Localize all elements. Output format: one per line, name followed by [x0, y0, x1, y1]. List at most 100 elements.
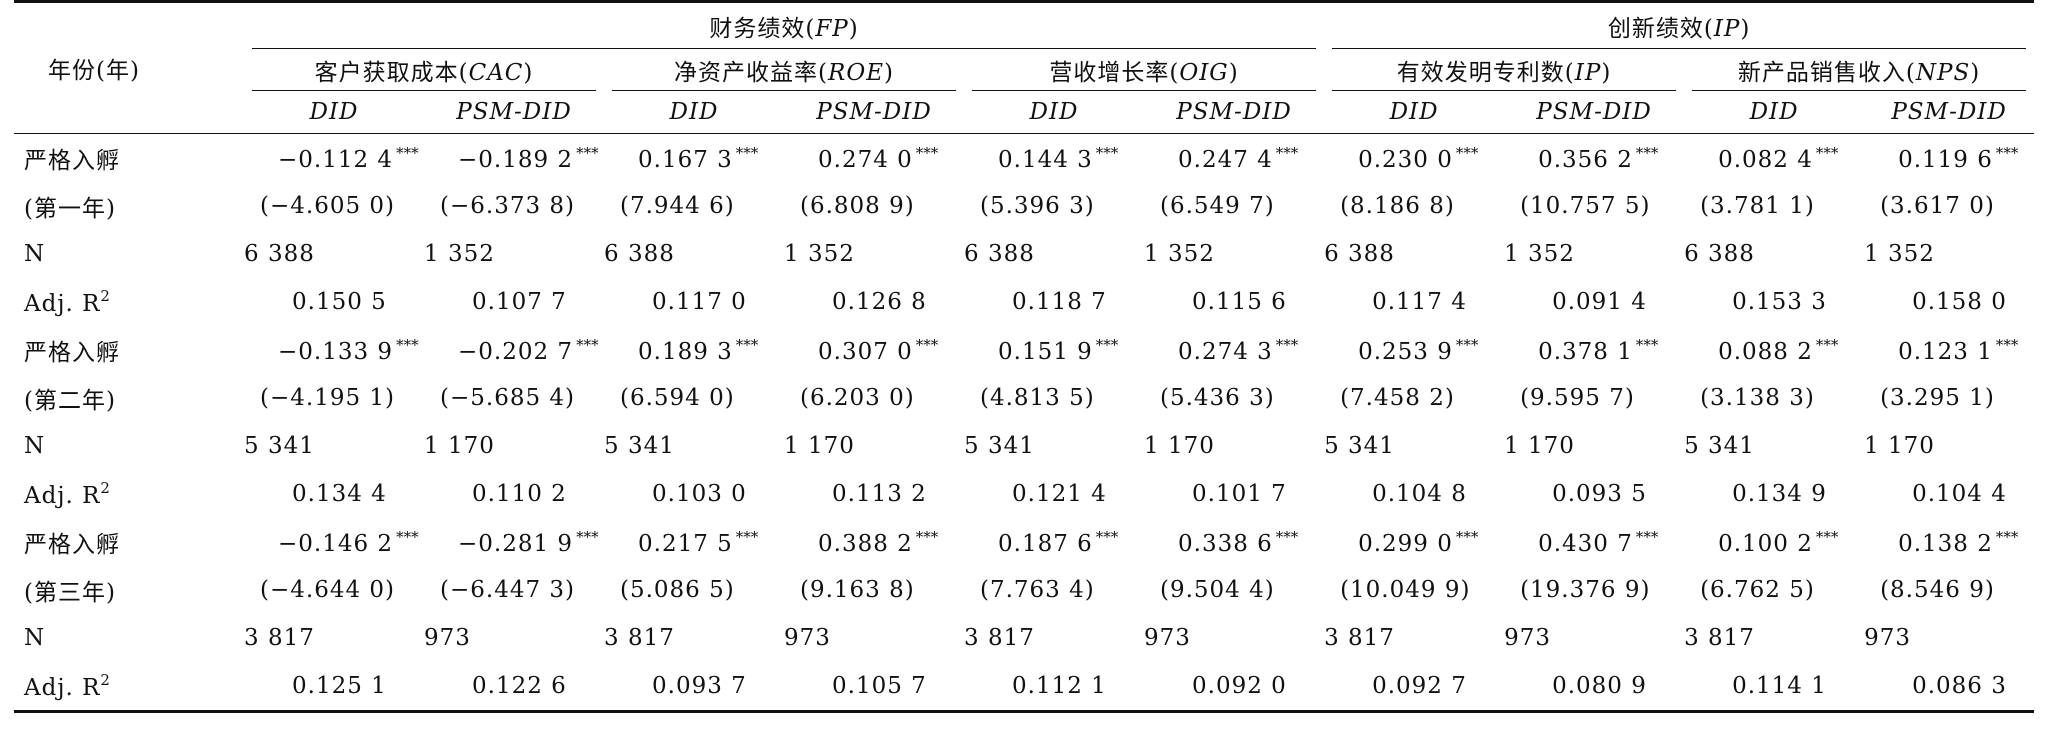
coef-cell: 0.082 4 *** — [1684, 134, 1864, 183]
adj-r2-cell: 0.092 7 — [1372, 673, 1467, 699]
coef-value: 0.138 2 — [1898, 530, 1993, 557]
tstat-cell: (5.086 5) — [620, 577, 735, 603]
adj-r2-cell: 0.134 4 — [292, 481, 387, 507]
adj-r2-text: Adj. R — [24, 675, 101, 701]
coef-value: 0.378 1 — [1538, 338, 1633, 365]
tstat-cell: (−6.447 3) — [440, 577, 576, 603]
year-header: 年份(年) — [14, 1, 244, 134]
coef-row: 严格入孵 −0.112 4 *** −0.189 2 *** 0.167 3 *** 0.27… — [14, 134, 2034, 183]
adj-r2-cell: 0.110 2 — [472, 481, 567, 507]
coef-value: 0.274 0 — [818, 146, 913, 173]
method-header: PSM-DID — [1891, 99, 2007, 125]
row-label: 严格入孵 — [24, 532, 120, 558]
adj-r2-cell: 0.086 3 — [1912, 673, 2007, 699]
tstat-cell: (3.617 0) — [1880, 193, 1995, 219]
coef-value: 0.151 9 — [998, 338, 1093, 365]
tstat-cell: (3.781 1) — [1700, 193, 1815, 219]
tstat-cell: (6.808 9) — [800, 193, 915, 219]
coef-cell: −0.112 4 *** — [244, 134, 424, 183]
coef-cell: 0.119 6 *** — [1864, 134, 2034, 183]
tstat-cell: (9.504 4) — [1160, 577, 1275, 603]
tstat-cell: (8.186 8) — [1340, 193, 1455, 219]
group-ip-label: 创新绩效 — [1607, 16, 1704, 42]
n-row: N 6 388 1 352 6 388 1 352 6 388 1 352 6 388 1 35… — [14, 230, 2034, 278]
tstat-row: (第二年) (−4.195 1) (−5.685 4) (6.594 0) (6.203… — [14, 374, 2034, 422]
adj-r2-cell: 0.107 7 — [472, 289, 567, 315]
significance-stars: *** — [915, 335, 939, 354]
tstat-row: (第一年) (−4.605 0) (−6.373 8) (7.944 6) (6.808… — [14, 182, 2034, 230]
adj-r2-cell: 0.115 6 — [1192, 289, 1287, 315]
adj-r2-label: Adj. R2 — [14, 662, 244, 712]
adj-r2-cell: 0.150 5 — [292, 289, 387, 315]
coef-value: 0.167 3 — [638, 146, 733, 173]
coef-value: 0.189 3 — [638, 338, 733, 365]
coef-value: 0.230 0 — [1358, 146, 1453, 173]
adj-r2-row: Adj. R2 0.150 5 0.107 7 0.117 0 0.126 8 0.118… — [14, 278, 2034, 326]
metric-ip-label: 有效发明专利数 — [1396, 60, 1565, 86]
coef-row: 严格入孵 −0.133 9 *** −0.202 7 *** 0.189 3 *** 0.30… — [14, 326, 2034, 374]
tstat-cell: (5.436 3) — [1160, 385, 1275, 411]
metric-header-nps: 新产品销售收入(NPS) — [1684, 49, 2034, 91]
tstat-cell: (6.203 0) — [800, 385, 915, 411]
adj-r2-superscript: 2 — [100, 671, 111, 689]
significance-stars: *** — [1635, 527, 1659, 546]
coef-value: 0.299 0 — [1358, 530, 1453, 557]
significance-stars: *** — [1095, 335, 1119, 354]
coef-cell: 0.151 9 *** — [964, 326, 1144, 374]
coef-value: 0.274 3 — [1178, 338, 1273, 365]
significance-stars: *** — [735, 143, 759, 162]
coef-cell: 0.187 6 *** — [964, 518, 1144, 566]
n-cell: 973 — [424, 625, 471, 651]
n-cell: 5 341 — [604, 433, 675, 459]
coef-cell: 0.338 6 *** — [1144, 518, 1324, 566]
did-results-table: 年份(年) 财务绩效(FP) 创新绩效(IP) 客户获取成本(CAC) 净资产收… — [14, 0, 2035, 713]
table-body: 严格入孵 −0.112 4 *** −0.189 2 *** 0.167 3 *** 0.27… — [14, 134, 2035, 712]
adj-r2-cell: 0.093 7 — [652, 673, 747, 699]
n-cell: 6 388 — [964, 241, 1035, 267]
n-cell: 973 — [1144, 625, 1191, 651]
coef-value: 0.144 3 — [998, 146, 1093, 173]
n-cell: 3 817 — [244, 625, 315, 651]
metric-oig-abbr: OIG — [1179, 60, 1229, 86]
adj-r2-cell: 0.091 4 — [1552, 289, 1647, 315]
coef-cell: 0.123 1 *** — [1864, 326, 2034, 374]
n-row: N 3 817 973 3 817 973 3 817 973 3 817 973 3 817 97… — [14, 614, 2034, 662]
n-cell: 1 170 — [784, 433, 855, 459]
n-cell: 6 388 — [604, 241, 675, 267]
coef-cell: −0.133 9 *** — [244, 326, 424, 374]
coef-value: 0.356 2 — [1538, 146, 1633, 173]
significance-stars: *** — [915, 527, 939, 546]
row-sublabel: (第二年) — [24, 388, 116, 414]
coef-value: −0.133 9 — [278, 338, 394, 365]
adj-r2-cell: 0.134 9 — [1732, 481, 1827, 507]
coef-cell: 0.100 2 *** — [1684, 518, 1864, 566]
metric-header-oig: 营收增长率(OIG) — [964, 49, 1324, 91]
adj-r2-cell: 0.104 4 — [1912, 481, 2007, 507]
adj-r2-cell: 0.080 9 — [1552, 673, 1647, 699]
coef-cell: 0.167 3 *** — [604, 134, 784, 183]
results-table-container: 年份(年) 财务绩效(FP) 创新绩效(IP) 客户获取成本(CAC) 净资产收… — [14, 0, 2035, 713]
coef-value: 0.217 5 — [638, 530, 733, 557]
adj-r2-cell: 0.158 0 — [1912, 289, 2007, 315]
method-header: PSM-DID — [1176, 99, 1292, 125]
adj-r2-cell: 0.117 0 — [652, 289, 747, 315]
n-label: N — [24, 625, 46, 651]
method-header: DID — [1749, 99, 1799, 125]
n-row: N 5 341 1 170 5 341 1 170 5 341 1 170 5 341 1 17… — [14, 422, 2034, 470]
coef-value: 0.253 9 — [1358, 338, 1453, 365]
coef-value: 0.187 6 — [998, 530, 1093, 557]
coef-value: 0.430 7 — [1538, 530, 1633, 557]
tstat-cell: (10.757 5) — [1520, 193, 1651, 219]
n-cell: 5 341 — [244, 433, 315, 459]
coef-cell: 0.299 0 *** — [1324, 518, 1504, 566]
n-cell: 973 — [784, 625, 831, 651]
coef-cell: 0.274 3 *** — [1144, 326, 1324, 374]
coef-cell: 0.253 9 *** — [1324, 326, 1504, 374]
coef-cell: −0.281 9 *** — [424, 518, 604, 566]
coef-value: 0.307 0 — [818, 338, 913, 365]
method-header: DID — [1389, 99, 1439, 125]
coef-value: −0.202 7 — [458, 338, 574, 365]
metric-roe-label: 净资产收益率 — [674, 60, 819, 86]
tstat-cell: (−6.373 8) — [440, 193, 576, 219]
method-header-row: DID PSM-DID DID PSM-DID DID PSM-DID DID PSM-DID… — [14, 91, 2035, 134]
